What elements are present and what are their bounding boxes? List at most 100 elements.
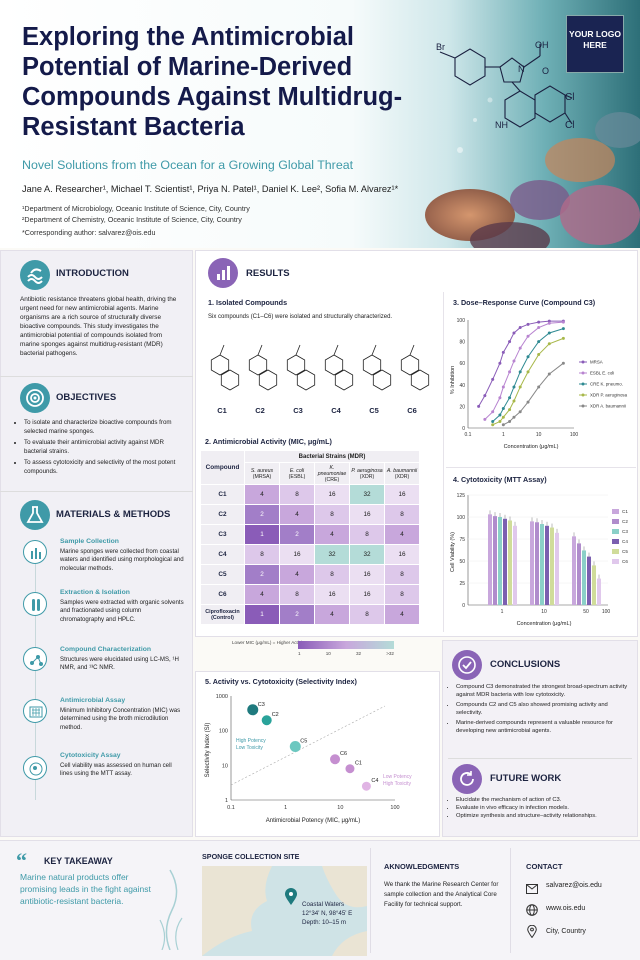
- mic-legend-label: Lower MIC (μg/mL) = Higher Activity: [232, 640, 306, 645]
- data-point: [526, 355, 530, 359]
- objective-item: To isolate and characterize bioactive co…: [24, 419, 182, 436]
- series-line-2: [492, 328, 564, 422]
- data-point: [512, 331, 516, 335]
- data-point: [498, 420, 502, 424]
- key-takeaway-heading: KEY TAKEAWAY: [44, 856, 113, 866]
- y-axis-label: Selectivity Index (SI): [205, 723, 211, 778]
- threshold-line: [230, 705, 386, 786]
- step-title: Cytotoxicity Assay: [60, 752, 121, 759]
- future-item: Optimize synthesis and structure–activit…: [456, 812, 628, 820]
- legend-swatch: [612, 519, 619, 524]
- mic-strain-header: A. baumannii (XDR): [384, 462, 420, 485]
- legend-swatch: [612, 539, 619, 544]
- mic-table: Compound Bacterial Strains (MDR) S. aureu…: [200, 450, 420, 625]
- contact-website[interactable]: www.ois.edu: [546, 905, 586, 912]
- mic-cell: 4: [314, 604, 350, 625]
- objective-item: To evaluate their antimicrobial activity…: [24, 439, 182, 456]
- conclusion-item: Compound C3 demonstrated the strongest b…: [456, 683, 628, 699]
- dose-response-heading: 3. Dose–Response Curve (Compound C3): [453, 298, 596, 307]
- step-title: Antimicrobial Assay: [60, 697, 126, 704]
- legend-label: ESBL E. coli: [590, 371, 614, 376]
- collection-site-heading: SPONGE COLLECTION SITE: [202, 852, 300, 861]
- results-heading: RESULTS: [246, 268, 290, 279]
- logo-placeholder: YOUR LOGO HERE: [566, 15, 624, 73]
- compound-structure-c4: [324, 344, 354, 391]
- bar-c5-50: [592, 565, 596, 605]
- site-info: Coastal Waters 12°34' N, 98°45' E Depth:…: [302, 900, 352, 927]
- bar-c4-10: [545, 525, 549, 605]
- bar-c1-10: [530, 521, 534, 605]
- bar-c4-50: [587, 556, 591, 605]
- bar-c2-1: [493, 516, 497, 605]
- data-point: [518, 326, 522, 330]
- target-icon: [20, 383, 50, 413]
- email-icon: [526, 881, 538, 899]
- contact-email[interactable]: salvarez@ois.edu: [546, 882, 602, 889]
- data-point: [501, 423, 505, 427]
- y-tick-label: 1000: [216, 694, 228, 700]
- data-point: [518, 410, 522, 414]
- site-depth: Depth: 10–15 m: [302, 919, 347, 926]
- footer-divider-2: [510, 848, 511, 953]
- data-point: [537, 385, 541, 389]
- data-point: [547, 331, 551, 335]
- data-point: [561, 336, 565, 340]
- globe-icon: [526, 903, 538, 921]
- checkmark-icon: [452, 650, 482, 680]
- legend-label: C4: [622, 539, 628, 544]
- data-point: [518, 385, 522, 389]
- point-c1: [345, 764, 355, 774]
- mic-cell: 16: [349, 504, 385, 525]
- mic-cell: 16: [314, 584, 350, 605]
- legend-label: C5: [622, 549, 628, 554]
- mic-cell: 4: [384, 524, 420, 545]
- x-tick-label: 0.1: [465, 432, 472, 438]
- corresponding-author: *Corresponding author: salvarez@ois.edu: [22, 228, 156, 237]
- conclusion-item: Compounds C2 and C5 also showed promisin…: [456, 701, 628, 717]
- point-label: C4: [371, 778, 378, 784]
- legend-label: C6: [622, 559, 628, 564]
- mic-cell: 4: [279, 504, 315, 525]
- data-point: [526, 400, 530, 404]
- point-label: C1: [355, 761, 362, 767]
- x-tick-label: 100: [570, 432, 579, 438]
- y-tick-label: 125: [457, 493, 466, 499]
- point-label: C6: [340, 751, 347, 757]
- mol-label-n: N: [518, 64, 525, 74]
- key-takeaway-text: Marine natural products offer promising …: [20, 872, 151, 906]
- acknowledgments-heading: AKNOWLEDGMENTS: [384, 862, 460, 871]
- mic-legend-ticks: 1 10 32 >32: [298, 651, 394, 656]
- legend-marker: [581, 404, 585, 408]
- compound-label: C3: [293, 406, 303, 415]
- x-axis-label: Concentration (μg/mL): [504, 444, 559, 450]
- mic-cell: 2: [244, 564, 280, 585]
- point-c3: [247, 704, 259, 716]
- future-work-heading: FUTURE WORK: [490, 773, 562, 784]
- data-point: [537, 320, 541, 324]
- step-title: Extraction & Isolation: [60, 589, 130, 596]
- data-point: [512, 415, 516, 419]
- mic-corner: Compound: [200, 450, 245, 485]
- legend-label: C2: [622, 519, 628, 524]
- data-point: [498, 413, 502, 417]
- conclusions-heading: CONCLUSIONS: [490, 659, 561, 670]
- mic-group-header: Bacterial Strains (MDR): [244, 450, 420, 463]
- cytotoxicity-heading: 4. Cytotoxicity (MTT Assay): [453, 475, 547, 484]
- conclusions-divider: [448, 758, 632, 759]
- isolated-compounds-text: Six compounds (C1–C6) were isolated and …: [208, 314, 393, 320]
- bar-c5-1: [508, 520, 512, 605]
- data-point: [498, 396, 502, 400]
- future-item: Evaluate in vivo efficacy in infection m…: [456, 804, 628, 812]
- molecule-structure: [439, 44, 573, 128]
- mic-cell: 8: [279, 584, 315, 605]
- high-potency-annotation: High Potency Low Toxicity: [236, 738, 266, 751]
- bar-c3-50: [582, 550, 586, 605]
- mic-strain-header: S. aureus (MRSA): [244, 462, 280, 485]
- mol-label-nh: NH: [495, 120, 508, 130]
- affiliation-2: ²Department of Chemistry, Oceanic Instit…: [22, 215, 242, 224]
- compound-structure-c3: [286, 344, 316, 391]
- legend-marker: [581, 393, 585, 397]
- legend-label: XDR A. baumannii: [590, 404, 626, 409]
- y-tick-label: 60: [459, 361, 465, 367]
